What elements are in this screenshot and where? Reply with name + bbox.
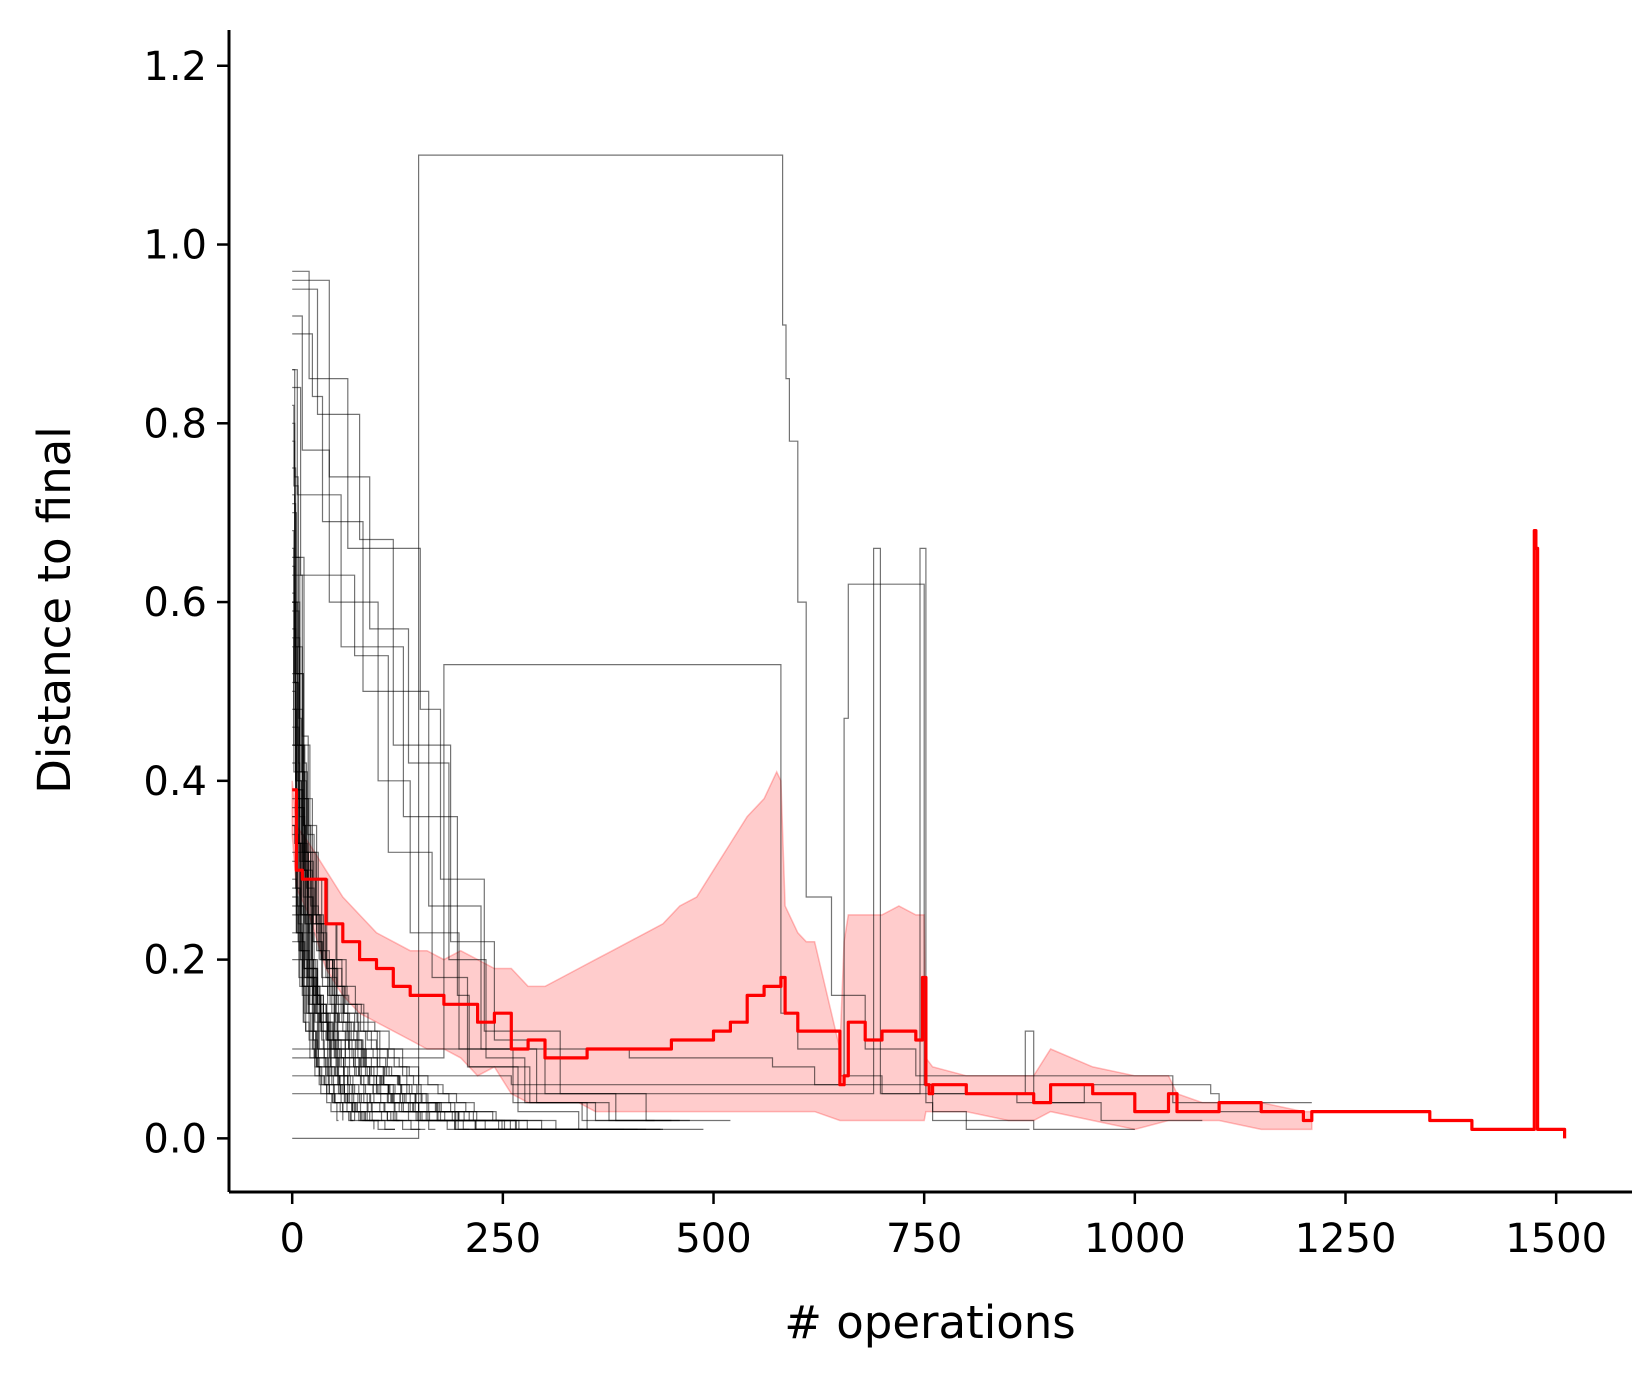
y-tick-label: 1.2 <box>143 44 207 90</box>
confidence-band-layer <box>291 770 1313 1131</box>
axes <box>227 30 1632 1194</box>
mean-line <box>292 528 1567 1139</box>
run-lines-layer <box>292 154 1312 1140</box>
run-line-57 <box>292 547 1135 1131</box>
run-line-45 <box>292 958 638 1131</box>
x-tick-label: 1250 <box>1295 1216 1397 1262</box>
run-line-53 <box>292 386 647 1131</box>
x-tick-label: 1500 <box>1505 1216 1607 1262</box>
x-tick-label: 1000 <box>1084 1216 1186 1262</box>
y-axis-label: Distance to final <box>28 426 81 794</box>
x-axis-label: # operations <box>784 1296 1076 1349</box>
y-tick-label: 0.4 <box>143 759 207 805</box>
confidence-band <box>291 770 1313 1131</box>
x-tick-label: 250 <box>465 1216 541 1262</box>
x-tick-label: 500 <box>675 1216 751 1262</box>
y-tick-label: 0.8 <box>143 401 207 447</box>
mean-line-layer <box>292 528 1567 1139</box>
run-line-54 <box>292 154 1312 1140</box>
y-tick-label: 1.0 <box>143 223 207 269</box>
x-tick-label: 0 <box>279 1216 304 1262</box>
y-tick-label: 0.0 <box>143 1116 207 1162</box>
run-line-58 <box>292 1048 1203 1122</box>
y-tick-label: 0.6 <box>143 580 207 626</box>
y-ticks: 0.0 0.2 0.4 0.6 0.8 1.0 1.2 <box>143 44 229 1162</box>
run-line-27 <box>292 887 513 1131</box>
run-line-52 <box>292 279 663 1131</box>
x-ticks: 0 250 500 750 1000 1250 1500 <box>279 1192 1607 1262</box>
x-tick-label: 750 <box>886 1216 962 1262</box>
y-tick-label: 0.2 <box>143 938 207 984</box>
